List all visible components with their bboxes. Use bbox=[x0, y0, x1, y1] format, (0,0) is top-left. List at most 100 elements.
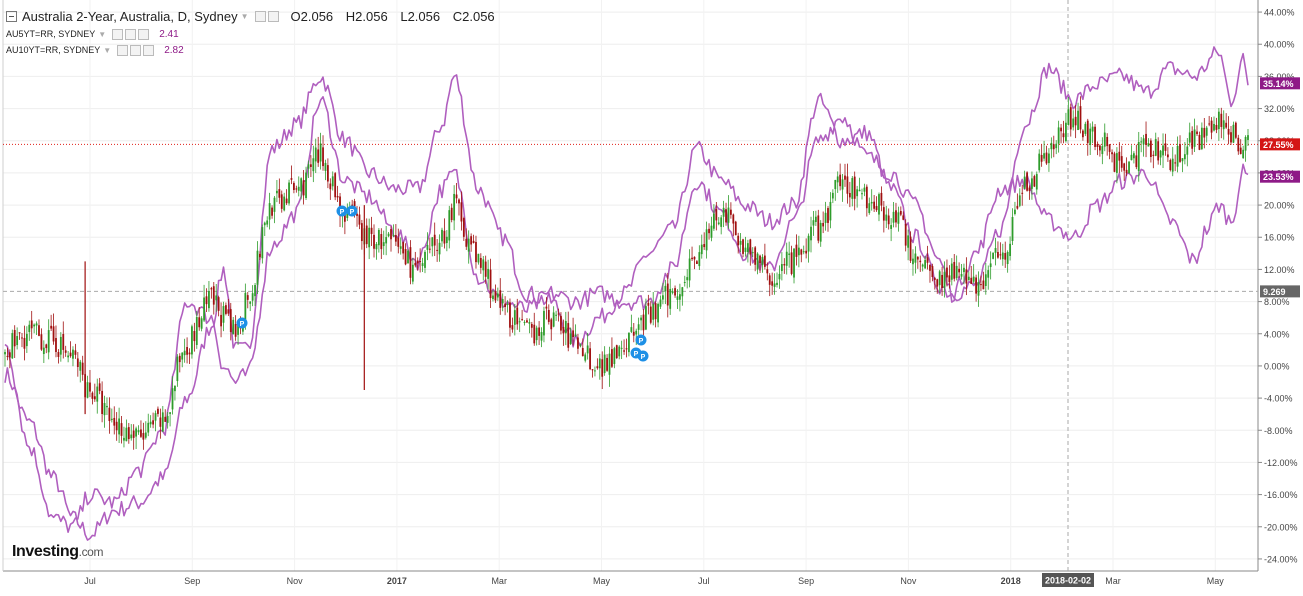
candle bbox=[390, 229, 392, 240]
candle bbox=[1001, 252, 1004, 260]
event-marker-icon bbox=[637, 350, 649, 362]
caret-down-icon[interactable]: ▼ bbox=[103, 45, 112, 55]
candle bbox=[67, 355, 70, 358]
candle bbox=[1016, 205, 1019, 209]
candle bbox=[397, 237, 400, 247]
candle bbox=[1157, 141, 1160, 161]
candle bbox=[1123, 163, 1126, 171]
caret-down-icon[interactable]: ▼ bbox=[98, 29, 107, 39]
candle bbox=[1103, 132, 1106, 147]
candle bbox=[662, 295, 664, 300]
candle bbox=[892, 211, 895, 223]
candle bbox=[16, 336, 19, 346]
candle bbox=[225, 305, 227, 314]
candle bbox=[700, 244, 703, 255]
candle bbox=[237, 323, 239, 335]
candle bbox=[312, 158, 315, 172]
candle bbox=[729, 209, 732, 215]
candle bbox=[96, 386, 99, 402]
candle bbox=[47, 330, 50, 353]
caret-down-icon[interactable]: ▼ bbox=[240, 11, 249, 21]
candle bbox=[800, 249, 803, 255]
candle bbox=[178, 355, 181, 363]
candle bbox=[637, 324, 640, 330]
candle bbox=[89, 382, 91, 392]
candle bbox=[212, 286, 215, 305]
candle bbox=[295, 188, 298, 190]
candle bbox=[360, 223, 363, 242]
candle bbox=[751, 252, 754, 254]
candle bbox=[205, 296, 208, 305]
candle bbox=[586, 345, 589, 354]
candle bbox=[443, 230, 446, 244]
candle bbox=[484, 261, 487, 277]
candle bbox=[708, 228, 710, 234]
collapse-icon[interactable] bbox=[6, 10, 17, 22]
candle bbox=[1079, 106, 1082, 130]
candle bbox=[810, 226, 812, 241]
candle bbox=[324, 162, 327, 171]
candle bbox=[1225, 122, 1228, 128]
x-tick-label: Jul bbox=[84, 576, 96, 586]
candle bbox=[229, 309, 232, 333]
candle bbox=[654, 303, 657, 320]
candle bbox=[1011, 217, 1014, 241]
x-tick-label: Nov bbox=[287, 576, 304, 586]
settings-icon[interactable] bbox=[112, 28, 124, 40]
candle bbox=[533, 324, 536, 344]
candle bbox=[285, 198, 288, 204]
candle bbox=[863, 187, 866, 192]
candle bbox=[329, 183, 332, 190]
candle bbox=[244, 292, 247, 322]
candle bbox=[103, 403, 106, 416]
visibility-icon[interactable] bbox=[125, 28, 137, 40]
candle bbox=[870, 201, 873, 204]
candle bbox=[334, 173, 337, 198]
candle bbox=[545, 306, 548, 309]
candle bbox=[181, 352, 184, 360]
candle bbox=[831, 192, 834, 199]
candle bbox=[477, 253, 480, 263]
candle bbox=[569, 333, 572, 345]
candle bbox=[42, 347, 45, 355]
candle bbox=[989, 263, 992, 268]
candle bbox=[426, 244, 429, 250]
candle bbox=[317, 149, 320, 163]
candle bbox=[715, 209, 718, 221]
brand-suffix: .com bbox=[78, 545, 104, 559]
investing-logo: Investing.com bbox=[12, 543, 103, 561]
close-icon[interactable] bbox=[138, 28, 150, 40]
settings-icon[interactable] bbox=[117, 44, 129, 56]
x-tick-label: 2018 bbox=[1001, 576, 1021, 586]
candle bbox=[698, 252, 701, 267]
candle bbox=[421, 263, 424, 267]
candle bbox=[671, 291, 674, 293]
chart-legend: Australia 2-Year, Australia, D, Sydney ▼… bbox=[6, 6, 504, 58]
event-marker-label: P bbox=[350, 209, 355, 216]
visibility-icon[interactable] bbox=[130, 44, 142, 56]
settings-icon[interactable] bbox=[254, 10, 266, 22]
candle bbox=[93, 396, 96, 400]
visibility-icon[interactable] bbox=[267, 10, 279, 22]
candle bbox=[288, 182, 290, 204]
candle bbox=[1069, 107, 1072, 130]
candle bbox=[1142, 138, 1145, 145]
candle bbox=[712, 213, 715, 229]
close-icon[interactable] bbox=[143, 44, 155, 56]
price-badge bbox=[1260, 138, 1300, 151]
candle bbox=[222, 306, 225, 323]
candle bbox=[768, 275, 771, 285]
main-series-title: Australia 2-Year, Australia, D, Sydney bbox=[22, 8, 238, 24]
candle bbox=[635, 330, 638, 335]
candle bbox=[183, 350, 186, 356]
x-tick-label: Mar bbox=[491, 576, 507, 586]
candle bbox=[232, 319, 235, 335]
candle bbox=[946, 267, 948, 278]
candle bbox=[392, 234, 395, 236]
candle bbox=[681, 287, 684, 297]
candle bbox=[912, 258, 914, 265]
candle bbox=[1072, 118, 1075, 128]
overlay-line-au5y bbox=[4, 46, 1249, 541]
